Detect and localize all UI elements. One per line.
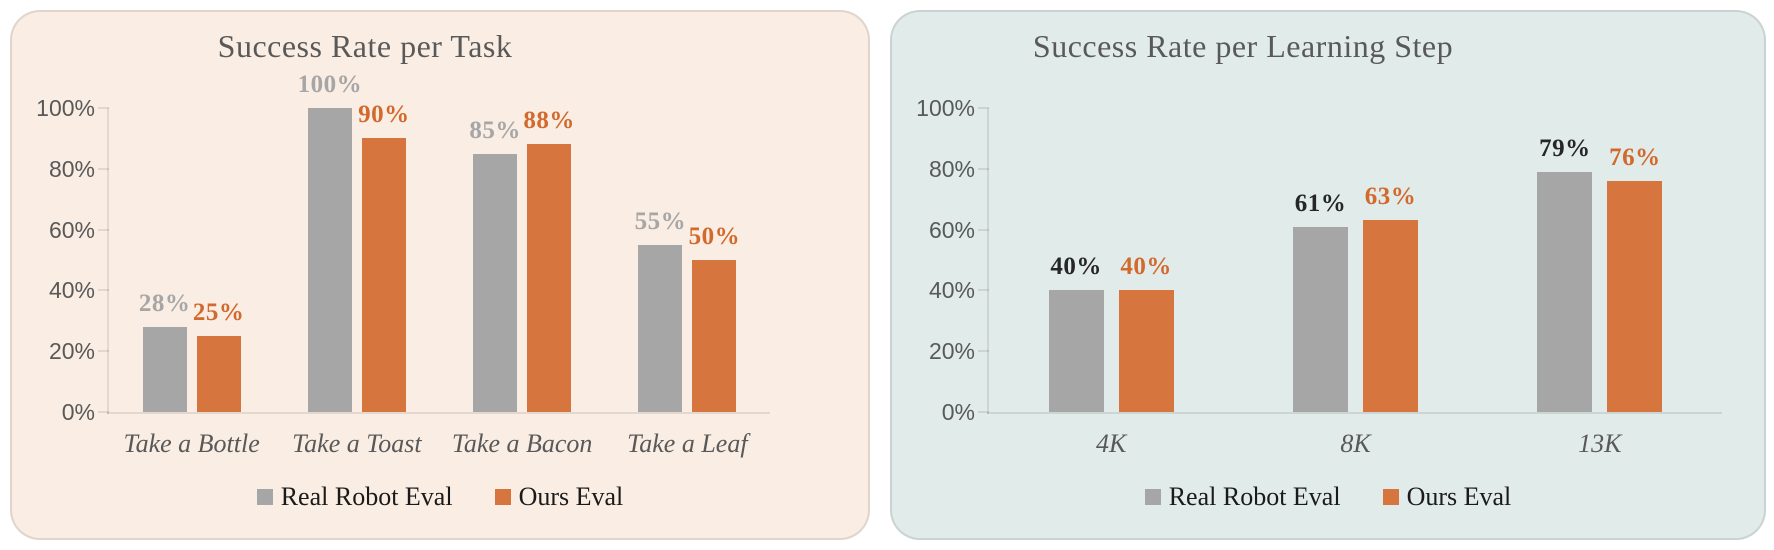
y-tick-label: 60% — [48, 216, 95, 243]
data-label-real-robot-eval-take-a-toast: 100% — [297, 71, 363, 98]
y-tick-mark — [98, 228, 109, 231]
data-label-ours-eval-take-a-bottle: 25% — [192, 299, 245, 326]
y-tick-mark — [978, 289, 989, 292]
y-tick-label: 0% — [61, 399, 95, 425]
bar-real-robot-eval-13k — [1537, 171, 1593, 412]
x-axis-line — [987, 412, 1722, 414]
y-tick-label: 40% — [48, 277, 95, 304]
bar-ours-eval-13k — [1607, 180, 1663, 412]
bar-ours-eval-8k — [1363, 220, 1418, 412]
y-axis-line — [987, 108, 989, 414]
data-label-ours-eval-4k: 40% — [1120, 253, 1172, 281]
y-tick-label: 80% — [928, 155, 975, 182]
legend: Real Robot Eval Ours Eval — [12, 482, 868, 512]
legend-swatch-orange — [1382, 489, 1399, 505]
category-label-take-a-leaf: Take a Leaf — [627, 429, 748, 458]
y-tick-label: 40% — [928, 277, 975, 304]
legend-swatch-gray — [1144, 489, 1161, 505]
y-tick-label: 20% — [48, 338, 95, 365]
legend-item-ours-eval: Ours Eval — [1382, 482, 1512, 512]
data-label-ours-eval-8k: 63% — [1364, 183, 1417, 211]
y-tick-mark — [978, 167, 989, 170]
legend-label-ours-eval: Ours Eval — [518, 482, 624, 511]
data-label-real-robot-eval-take-a-leaf: 55% — [634, 207, 687, 235]
data-label-ours-eval-13k: 76% — [1609, 143, 1661, 171]
category-label-4k: 4K — [1095, 429, 1127, 458]
y-tick-mark — [98, 167, 109, 170]
data-label-ours-eval-take-a-bacon: 88% — [523, 107, 575, 135]
bar-ours-eval-take-a-leaf — [692, 260, 737, 412]
y-tick-mark — [98, 411, 109, 413]
plot-area-task: 0% 20% 40% 60% 80% 100% Take a Bottle 28% 25% Tak… — [36, 71, 770, 458]
bar-ours-eval-take-a-bacon — [527, 144, 572, 412]
y-tick-mark — [978, 228, 989, 231]
y-tick-mark — [98, 107, 109, 109]
y-tick-label: 0% — [941, 399, 975, 425]
legend-item-real-robot-eval: Real Robot Eval — [1144, 482, 1341, 512]
legend-label-real-robot-eval: Real Robot Eval — [280, 482, 453, 511]
legend-item-real-robot-eval: Real Robot Eval — [256, 482, 453, 512]
bar-ours-eval-take-a-toast — [361, 138, 406, 412]
legend-label-ours-eval: Ours Eval — [1406, 482, 1512, 511]
bar-real-robot-eval-take-a-bottle — [142, 326, 187, 412]
legend-swatch-orange — [494, 489, 511, 505]
y-tick-label: 60% — [928, 216, 975, 243]
y-axis-line — [107, 108, 109, 414]
data-label-ours-eval-take-a-leaf: 50% — [688, 223, 741, 250]
y-tick-mark — [978, 411, 989, 413]
y-tick-mark — [98, 350, 109, 353]
category-label-13k: 13K — [1578, 429, 1622, 458]
bar-real-robot-eval-take-a-toast — [307, 108, 352, 412]
category-label-take-a-toast: Take a Toast — [292, 429, 422, 458]
bar-ours-eval-take-a-bottle — [196, 336, 241, 412]
y-tick-mark — [978, 350, 989, 353]
chart-panel-success-rate-per-learning-step: Success Rate per Learning Step 0% 20% 40% 6… — [890, 10, 1766, 540]
bar-real-robot-eval-take-a-bacon — [473, 153, 518, 412]
data-label-ours-eval-take-a-toast: 90% — [358, 101, 410, 129]
legend: Real Robot Eval Ours Eval — [892, 482, 1764, 512]
chart-title: Success Rate per Learning Step — [1032, 28, 1454, 64]
plot-area-learning-step: 0% 20% 40% 60% 80% 100% 4K 40% 40% 8K 61% 63% 13K 79%… — [916, 95, 1722, 458]
legend-item-ours-eval: Ours Eval — [494, 482, 624, 512]
legend-label-real-robot-eval: Real Robot Eval — [1168, 482, 1341, 511]
bar-real-robot-eval-8k — [1293, 226, 1348, 412]
y-tick-mark — [98, 289, 109, 292]
chart-panel-success-rate-per-task: Success Rate per Task 0% 20% 40% 60% 80% 100%… — [10, 10, 870, 540]
data-label-real-robot-eval-4k: 40% — [1050, 253, 1102, 281]
y-tick-label: 20% — [928, 338, 975, 365]
legend-swatch-gray — [256, 489, 273, 505]
y-tick-label: 100% — [36, 95, 95, 121]
chart-title: Success Rate per Task — [217, 28, 513, 64]
bar-ours-eval-4k — [1118, 290, 1174, 412]
category-label-8k: 8K — [1340, 429, 1371, 458]
data-label-real-robot-eval-8k: 61% — [1294, 189, 1347, 217]
y-tick-label: 80% — [48, 155, 95, 182]
bar-real-robot-eval-4k — [1048, 290, 1104, 412]
data-label-real-robot-eval-take-a-bottle: 28% — [138, 289, 191, 317]
category-label-take-a-bacon: Take a Bacon — [451, 429, 593, 458]
category-label-take-a-bottle: Take a Bottle — [123, 429, 260, 458]
y-tick-mark — [978, 107, 989, 109]
y-tick-label: 100% — [916, 95, 975, 121]
bar-real-robot-eval-take-a-leaf — [638, 244, 683, 412]
x-axis-line — [107, 412, 770, 414]
data-label-real-robot-eval-13k: 79% — [1539, 134, 1591, 162]
data-label-real-robot-eval-take-a-bacon: 85% — [469, 116, 521, 144]
